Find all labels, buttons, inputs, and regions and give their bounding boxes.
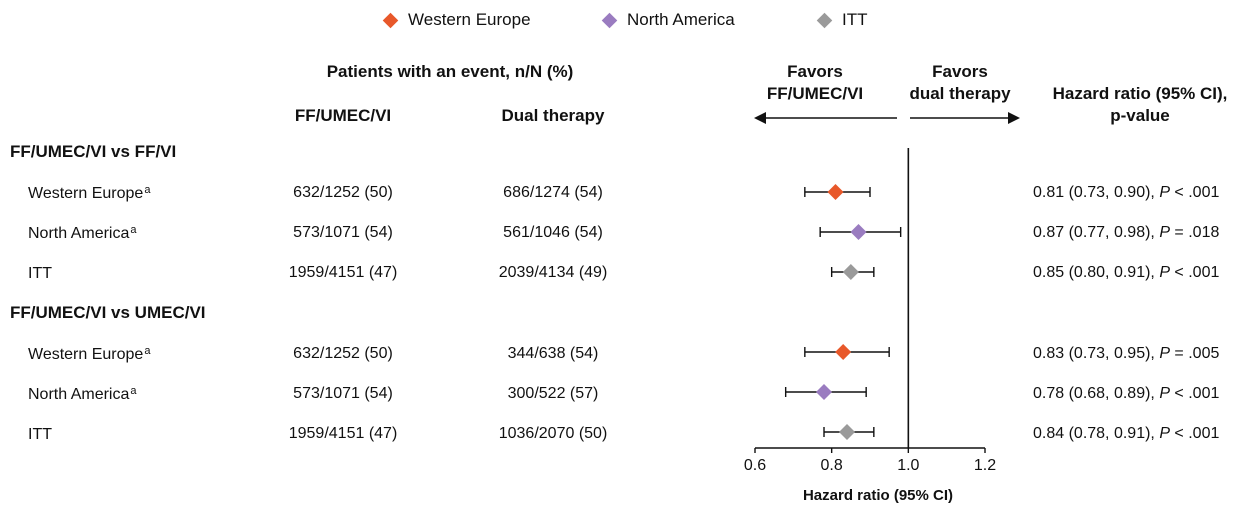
legend-label-western-europe: Western Europe	[408, 10, 531, 29]
row-label: Western Europea	[28, 345, 151, 363]
hr-point-marker	[816, 384, 832, 400]
row-label: ITT	[28, 426, 52, 443]
legend-label-north-america: North America	[627, 10, 735, 29]
hr-cell: 0.84 (0.78, 0.91), P < .001	[1033, 425, 1220, 442]
col2-cell: 2039/4134 (49)	[498, 264, 608, 281]
hr-cell: 0.85 (0.80, 0.91), P < .001	[1033, 264, 1220, 281]
hr-cell: 0.83 (0.73, 0.95), P = .005	[1033, 345, 1220, 362]
hr-header-line1: Hazard ratio (95% CI),	[1052, 84, 1228, 103]
col2-cell: 561/1046 (54)	[503, 224, 603, 241]
legend-item-itt: ITT	[816, 10, 868, 30]
favors-right-line2: dual therapy	[909, 84, 1011, 103]
legend-item-western-europe: Western Europe	[382, 10, 531, 30]
hr-header-line2: p-value	[1110, 106, 1170, 125]
favors-left-arrowhead	[754, 112, 766, 124]
hr-point-marker	[839, 424, 855, 440]
x-tick-label: 0.8	[821, 457, 843, 474]
col2-cell: 686/1274 (54)	[503, 184, 603, 201]
col1-cell: 573/1071 (54)	[293, 224, 393, 241]
favors-left-line2: FF/UMEC/VI	[766, 84, 864, 103]
col1-cell: 632/1252 (50)	[293, 345, 393, 362]
favors-right-arrowhead	[1008, 112, 1020, 124]
hr-point-marker	[835, 344, 852, 360]
col1-cell: 1959/4151 (47)	[288, 264, 398, 281]
row-label: Western Europea	[28, 184, 151, 202]
row-label: North Americaa	[28, 224, 137, 242]
hr-point-marker	[827, 184, 844, 200]
col2-cell: 300/522 (57)	[507, 385, 599, 402]
x-axis-title: Hazard ratio (95% CI)	[803, 487, 953, 504]
col1-cell: 632/1252 (50)	[293, 184, 393, 201]
col1-cell: 1959/4151 (47)	[288, 425, 398, 442]
group-title-2: FF/UMEC/VI vs UMEC/VI	[10, 303, 206, 322]
row-label: ITT	[28, 265, 52, 282]
col1-header: FF/UMEC/VI	[294, 106, 392, 125]
col2-cell: 344/638 (54)	[507, 345, 599, 362]
hr-cell: 0.81 (0.73, 0.90), P < .001	[1033, 184, 1220, 201]
x-tick-label: 1.2	[974, 457, 996, 474]
col1-cell: 573/1071 (54)	[293, 385, 393, 402]
col2-cell: 1036/2070 (50)	[498, 425, 608, 442]
hr-point-marker	[850, 224, 867, 240]
favors-right-line1: Favors	[932, 62, 988, 81]
hr-cell: 0.87 (0.77, 0.98), P = .018	[1033, 224, 1220, 241]
col2-header: Dual therapy	[501, 106, 605, 125]
hr-point-marker	[842, 264, 859, 280]
patients-header: Patients with an event, n/N (%)	[326, 62, 574, 81]
legend-label-itt: ITT	[842, 10, 868, 29]
group-title-1: FF/UMEC/VI vs FF/VI	[10, 142, 177, 161]
x-tick-label: 0.6	[744, 457, 766, 474]
x-tick-label: 1.0	[897, 457, 919, 474]
legend-item-north-america: North America	[601, 10, 735, 30]
hr-cell: 0.78 (0.68, 0.89), P < .001	[1033, 385, 1220, 402]
favors-left-line1: Favors	[787, 62, 843, 81]
row-label: North Americaa	[28, 385, 137, 403]
